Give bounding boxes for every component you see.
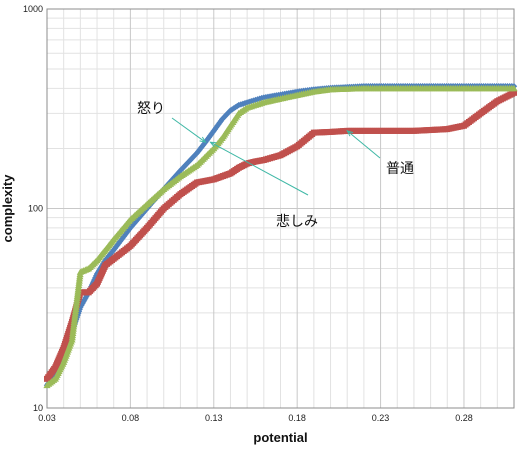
y-axis-title: complexity xyxy=(0,174,15,243)
x-tick-label: 0.03 xyxy=(38,413,56,423)
annotation-arrowhead xyxy=(209,141,217,148)
x-tick-label: 0.18 xyxy=(288,413,306,423)
y-tick-label: 1000 xyxy=(23,4,43,14)
series-2 xyxy=(43,84,518,389)
x-tick-label: 0.13 xyxy=(205,413,223,423)
annotation-leader-line xyxy=(210,141,309,196)
annotation-label: 普通 xyxy=(386,160,414,176)
tick-labels: 0.03 0.08 0.13 0.18 0.23 0.28 10 100 1000 xyxy=(23,4,473,423)
annotation-arrowhead xyxy=(346,130,354,137)
x-tick-label: 0.28 xyxy=(455,413,473,423)
x-tick-label: 0.08 xyxy=(122,413,140,423)
x-tick-label: 0.23 xyxy=(372,413,390,423)
series-layer xyxy=(43,83,518,389)
series-2-point xyxy=(510,84,518,92)
series-1 xyxy=(44,89,517,382)
annotation-arrowhead xyxy=(199,136,207,143)
annotation-label: 怒り xyxy=(137,100,165,116)
annotation-leader-line xyxy=(171,117,206,143)
y-tick-label: 100 xyxy=(28,204,43,214)
plot-area xyxy=(46,8,515,409)
x-axis-title: potential xyxy=(253,430,307,445)
y-tick-label: 10 xyxy=(33,403,43,413)
annotation-label: 悲しみ xyxy=(276,213,318,229)
annotation-leader-line xyxy=(346,130,381,159)
series-1-point xyxy=(511,89,517,96)
